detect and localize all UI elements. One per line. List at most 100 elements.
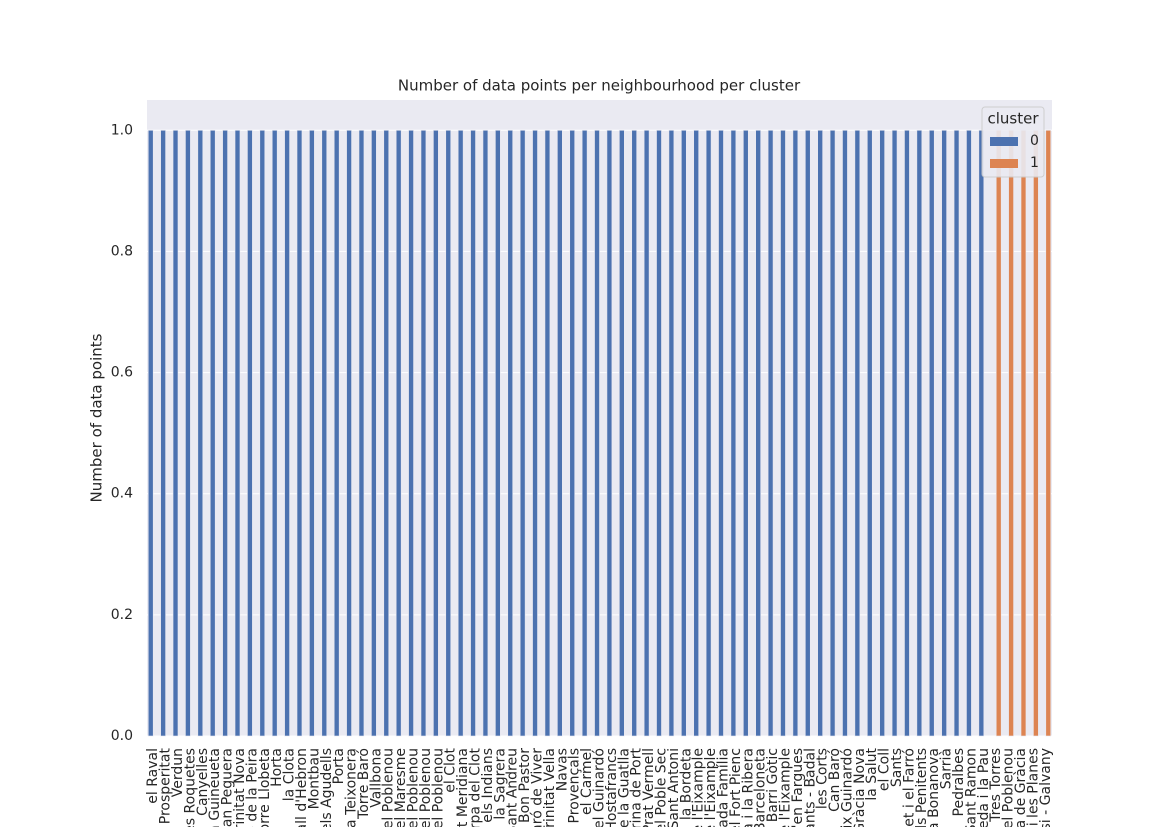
- x-tick-label: el Parc i la Llacuna del Poblenou: [430, 748, 446, 827]
- x-tick-label: Sant Antoni: [666, 748, 682, 827]
- x-tick-label: el Putxet i el Farró: [901, 748, 917, 827]
- bar: [408, 129, 414, 737]
- bar: [792, 129, 799, 737]
- bar: [383, 129, 390, 737]
- legend: cluster 0 1: [981, 106, 1045, 178]
- bar: [829, 129, 836, 737]
- bar: [172, 129, 179, 737]
- x-tick-label: la Vila Olímpica del Poblenou: [1001, 748, 1017, 827]
- bar: [309, 129, 315, 737]
- x-tick-label: Provençals del Poblenou: [406, 748, 422, 827]
- bar: [767, 129, 774, 737]
- bar: [321, 129, 328, 737]
- x-tick-label: Baró de Viver: [530, 748, 546, 827]
- legend-title: cluster: [987, 110, 1039, 128]
- y-tick-label: 0.0: [111, 728, 133, 744]
- bar: [631, 129, 637, 737]
- bar: [594, 129, 600, 737]
- bar: [718, 129, 724, 737]
- x-tick-label: Horta: [269, 748, 285, 787]
- y-tick-label: 0.8: [111, 243, 133, 259]
- x-tick-label: el Clot: [443, 748, 459, 793]
- bar: [445, 129, 452, 737]
- bar: [643, 129, 650, 737]
- bar: [891, 129, 898, 737]
- bar: [705, 129, 712, 737]
- x-tick-label: el Guinardó: [592, 748, 608, 827]
- x-tick-label: el Barri Gòtic: [765, 748, 781, 827]
- marks: [147, 129, 1052, 737]
- x-tick-label: el Raval: [145, 748, 161, 804]
- chart-title: Number of data points per neighbourhood …: [398, 77, 801, 95]
- x-tick-label: la Trinitat Nova: [232, 748, 248, 827]
- x-tick-label: Sarrià: [939, 748, 955, 789]
- bar: [606, 129, 613, 737]
- bar: [482, 129, 489, 737]
- x-tick-label: Vilapicina i la Torre Llobeta: [257, 748, 273, 827]
- bar: [247, 129, 253, 737]
- bar: [866, 129, 873, 737]
- x-tick-label: el Poblenou: [381, 748, 397, 827]
- x-tick-label: el Poble Sec: [653, 748, 669, 827]
- x-tick-label: la Guineueta: [207, 748, 223, 827]
- bar: [222, 129, 228, 737]
- x-tick-label: el Camp de l'Arpa del Clot: [468, 747, 484, 827]
- bar: [879, 129, 885, 737]
- x-tick-label: Sant Gervasi - Galvany: [1038, 748, 1054, 827]
- x-tick-label: Vallvidrera, el Tibidabo i les Planes: [1025, 748, 1041, 827]
- bar: [470, 129, 476, 737]
- x-tick-label: les Corts: [815, 748, 831, 809]
- x-tick-label: les Tres Torres: [988, 748, 1004, 827]
- x-tick-label: la Teixonera: [344, 748, 360, 827]
- x-tick-label: el Congrés i els Indians: [480, 748, 496, 827]
- legend-swatch: [990, 137, 1018, 146]
- x-tick-label: la Nova Esquerra de l'Eixample: [691, 748, 707, 827]
- y-tick-label: 0.2: [111, 607, 133, 623]
- bar: [693, 129, 699, 737]
- x-tick-label: el Besòs i el Maresme: [393, 748, 409, 827]
- bar: [433, 129, 439, 737]
- x-tick-label: Can Baró: [827, 748, 843, 812]
- bar: [209, 129, 216, 737]
- x-tick-label: el Carmel: [579, 748, 595, 815]
- bar: [966, 129, 972, 737]
- x-tick-label: el Camp d'en Grassot i Gràcia Nova: [852, 748, 868, 827]
- x-tick-label: Diagonal Mar i el Front Marítim del Pobl…: [418, 748, 434, 827]
- bar: [581, 129, 588, 737]
- y-tick-label: 1.0: [111, 122, 133, 138]
- bar: [804, 129, 811, 737]
- bar: [953, 129, 960, 737]
- bar: [755, 129, 761, 737]
- bar: [333, 129, 340, 737]
- bar: [978, 129, 985, 737]
- bar: [160, 129, 166, 737]
- legend-label: 0: [1030, 133, 1039, 149]
- bar: [395, 129, 402, 737]
- bar: [995, 129, 1002, 737]
- x-tick-label: la Sagrada Família: [715, 748, 731, 827]
- x-tick-label: Hostafrancs: [604, 748, 620, 827]
- x-tick-label: Can Peguera: [220, 748, 236, 827]
- x-tick-label: Ciutat Meridiana: [455, 748, 471, 827]
- bar: [1045, 129, 1052, 737]
- bar: [271, 129, 278, 737]
- bar: [817, 129, 823, 737]
- x-tick-label: Sants - Badal: [802, 748, 818, 827]
- bar: [1033, 129, 1039, 737]
- y-axis-label: Number of data points: [88, 333, 106, 502]
- x-tick-label: Canyelles: [195, 748, 211, 816]
- x-tick-label: el Baix Guinardó: [839, 748, 855, 827]
- y-tick-label: 0.6: [111, 365, 133, 381]
- bar: [619, 129, 625, 737]
- x-tick-label: Montbau: [306, 748, 322, 809]
- x-tick-label: la Marina de Port: [629, 748, 645, 827]
- bar: [656, 129, 662, 737]
- x-tick-label: el Coll: [877, 748, 893, 791]
- x-tick-label: la Verneda i la Pau: [976, 748, 992, 827]
- x-tick-label: Pedralbes: [951, 748, 967, 816]
- bar: [507, 129, 514, 737]
- bar: [259, 129, 266, 737]
- x-tick-label: Vallbona: [368, 748, 384, 808]
- x-tick-label: la Font de la Guatlla: [616, 748, 632, 827]
- bar: [916, 129, 923, 737]
